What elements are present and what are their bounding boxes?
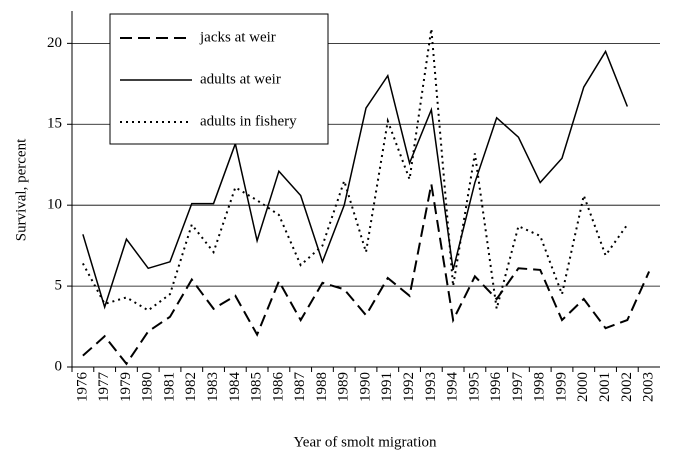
y-tick-label: 15 [47,116,62,132]
x-tick-label: 2002 [619,372,635,402]
series-line [82,49,629,310]
x-tick-label: 1977 [96,372,112,403]
x-tick-label: 1989 [336,372,352,402]
x-tick-label: 1997 [510,372,526,403]
x-tick-label: 1983 [205,372,221,402]
x-tick-label: 1993 [423,372,439,402]
x-tick-label: 1994 [445,372,461,403]
x-tick-label: 1976 [74,372,90,403]
x-tick-label: 1981 [161,372,177,402]
x-tick-label: 1979 [118,372,134,402]
x-tick-label: 2001 [597,372,613,402]
x-tick-label: 1991 [379,372,395,402]
y-tick-label: 20 [47,35,62,51]
y-tick-label: 5 [55,278,63,294]
x-tick-label: 1988 [314,372,330,402]
x-tick-label: 1982 [183,372,199,402]
x-tick-label: 1992 [401,372,417,402]
series-line [82,28,629,312]
y-tick-label: 0 [55,358,63,374]
x-tick-label: 2003 [641,372,657,402]
x-tick-label: 2000 [575,372,591,402]
x-tick-label: 1998 [532,372,548,402]
x-tick-label: 1984 [227,372,243,403]
y-axis-title: Survival, percent [13,138,29,241]
y-tick-label: 10 [47,197,62,213]
x-tick-label: 1986 [270,372,286,403]
x-tick-label: 1990 [357,372,373,402]
x-tick-label: 1980 [140,372,156,402]
series-line [82,183,651,366]
x-tick-label: 1996 [488,372,504,403]
legend-box [109,13,329,145]
legend-label: jacks at weir [199,29,276,45]
legend-label: adults in fishery [200,113,297,129]
x-tick-label: 1985 [249,372,265,402]
x-tick-label: 1987 [292,372,308,403]
x-tick-label: 1995 [466,372,482,402]
legend-label: adults at weir [200,71,281,87]
x-tick-label: 1999 [553,372,569,402]
x-axis-title: Year of smolt migration [293,434,437,450]
